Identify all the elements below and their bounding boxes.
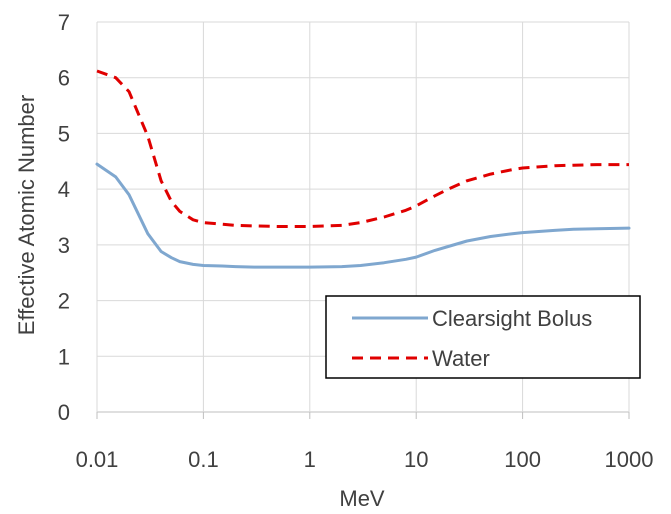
y-tick-label: 5 xyxy=(58,121,70,146)
x-tick-label: 0.1 xyxy=(188,447,219,472)
x-tick-label: 1000 xyxy=(605,447,654,472)
y-tick-label: 4 xyxy=(58,177,70,202)
y-tick-label: 2 xyxy=(58,289,70,314)
x-axis-title: MeV xyxy=(339,486,385,511)
x-tick-label: 100 xyxy=(504,447,541,472)
legend-box xyxy=(325,295,641,379)
y-tick-label: 3 xyxy=(58,233,70,258)
x-tick-label: 10 xyxy=(404,447,428,472)
y-tick-label: 0 xyxy=(58,400,70,425)
tick-labels: 0 1 2 3 4 5 6 7 0.01 0.1 1 10 100 1000 xyxy=(58,10,654,472)
x-tick-label: 0.01 xyxy=(76,447,119,472)
legend-label-water: Water xyxy=(432,346,490,371)
y-tick-label: 7 xyxy=(58,10,70,35)
x-tick-label: 1 xyxy=(304,447,316,472)
legend: Clearsight Bolus Water xyxy=(325,295,641,379)
y-tick-label: 1 xyxy=(58,344,70,369)
series-line-water xyxy=(96,69,629,228)
series-line-clearsight-bolus xyxy=(95,162,631,269)
series-lines xyxy=(95,69,631,269)
legend-label-clearsight-bolus: Clearsight Bolus xyxy=(432,306,592,331)
y-axis-title: Effective Atomic Number xyxy=(14,95,39,335)
y-tick-label: 6 xyxy=(58,66,70,91)
grid-lines xyxy=(96,21,630,419)
